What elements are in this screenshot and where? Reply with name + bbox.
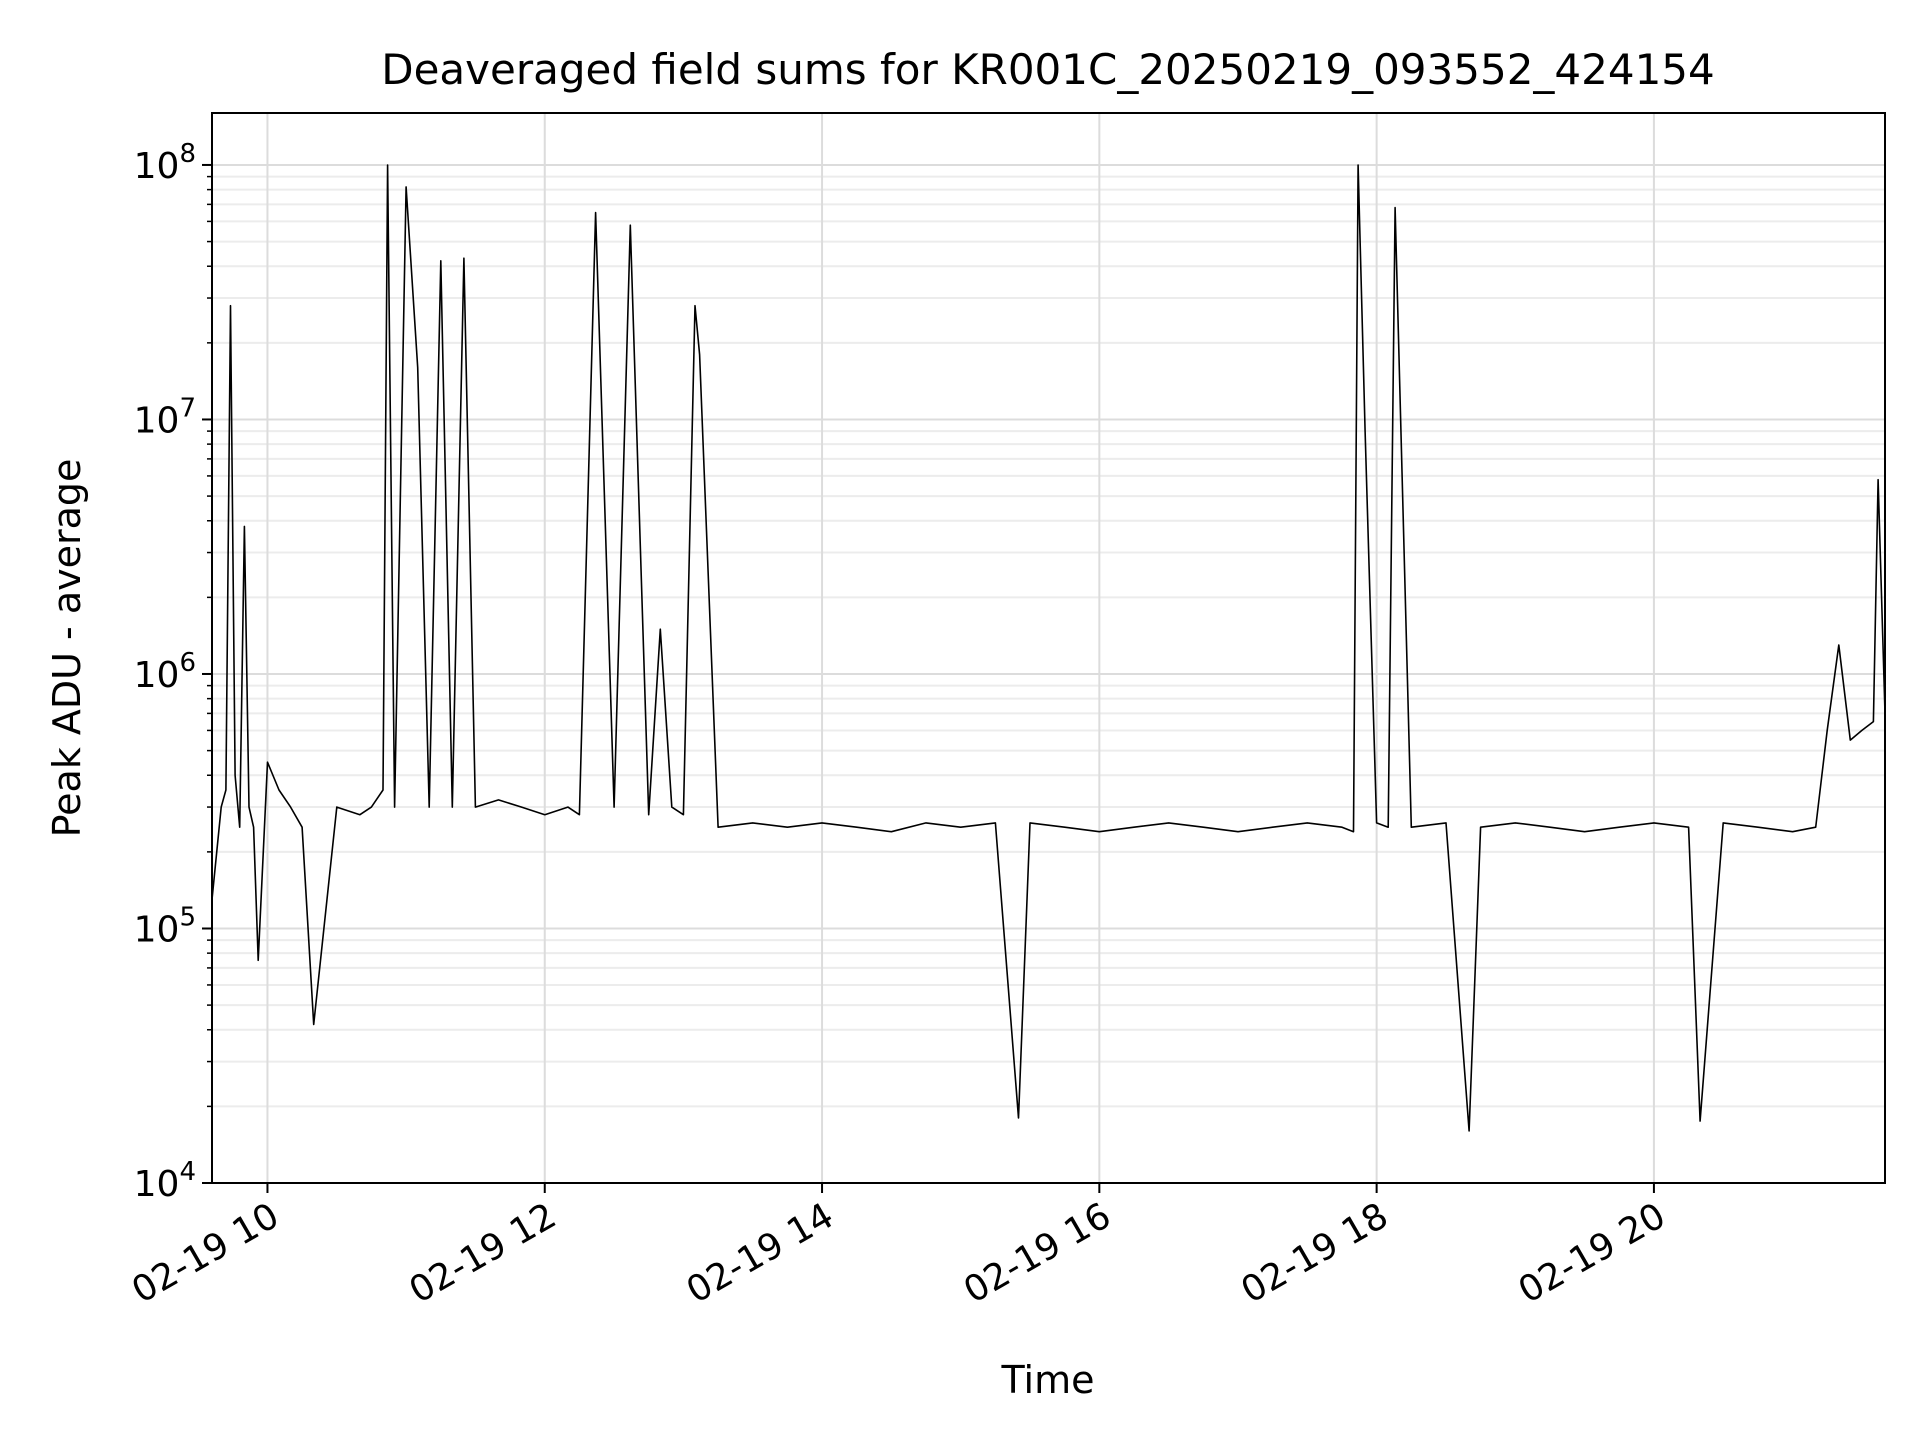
series-line-1 xyxy=(211,164,1886,1132)
y-tick-label: 105 xyxy=(134,902,196,950)
grid-lines xyxy=(212,113,1885,1184)
y-tick-label: 108 xyxy=(134,139,196,187)
chart-title: Deaveraged field sums for KR001C_2025021… xyxy=(381,45,1715,94)
data-series xyxy=(211,164,1886,1132)
plot-frame xyxy=(211,112,1886,1184)
y-tick-label: 106 xyxy=(134,648,196,696)
y-tick-label: 104 xyxy=(134,1157,196,1205)
y-tick-label: 107 xyxy=(134,393,196,441)
y-axis: 104 105 106 107 108 xyxy=(134,139,212,1205)
y-axis-label: Peak ADU - average xyxy=(45,459,89,838)
x-axis-label: Time xyxy=(1001,1358,1095,1402)
